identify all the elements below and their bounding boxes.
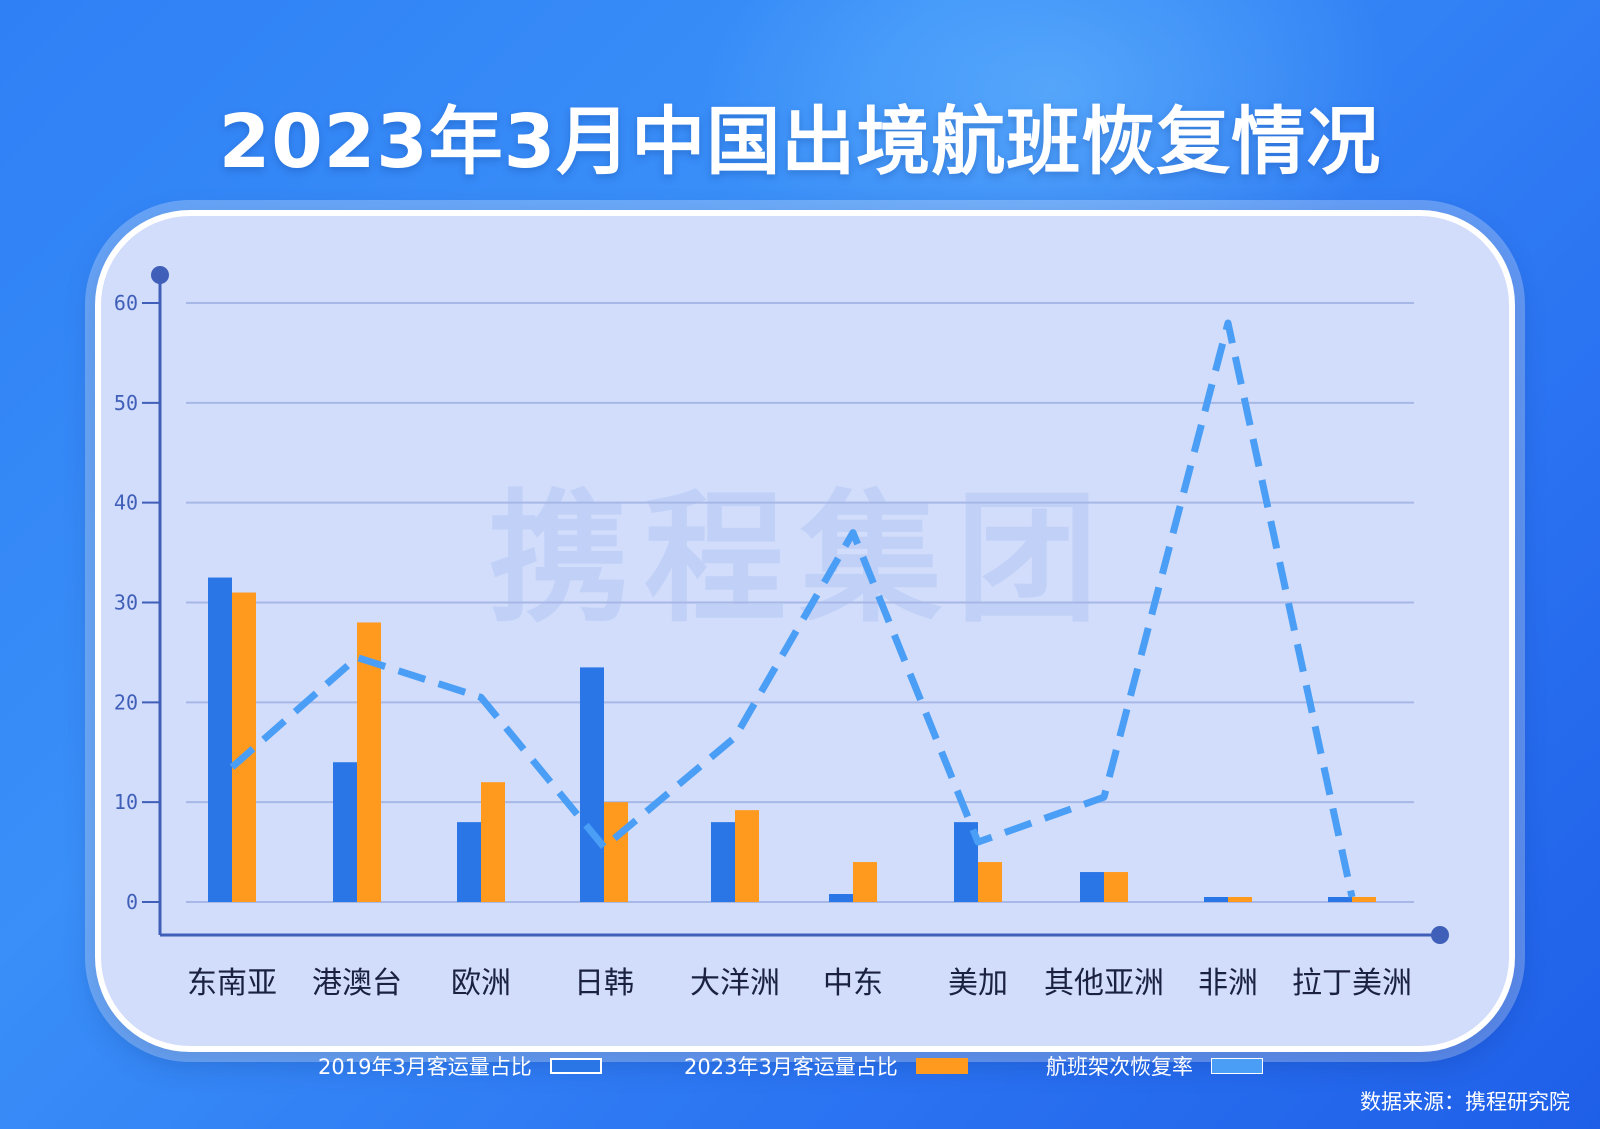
bar-2023	[853, 862, 877, 902]
y-tick-label: 10	[114, 790, 138, 814]
legend-item-2023: 2023年3月客运量占比	[684, 1052, 968, 1080]
x-category-labels: 东南亚 港澳台 欧洲 日韩 大洋洲 中东 美加 其他亚洲 非洲 拉丁美洲	[187, 966, 1412, 1001]
bar-2023	[978, 862, 1002, 902]
x-category-label: 欧洲	[451, 966, 511, 1001]
page-title: 2023年3月中国出境航班恢复情况	[218, 99, 1382, 185]
x-category-label: 日韩	[574, 966, 634, 1001]
recovery-line	[229, 319, 1356, 898]
data-source: 数据来源：携程研究院	[1360, 1090, 1570, 1114]
legend-label-2019: 2019年3月客运量占比	[318, 1055, 532, 1079]
bar-2023	[1352, 897, 1376, 902]
bar-2023	[481, 782, 505, 902]
legend-label-2023: 2023年3月客运量占比	[684, 1055, 898, 1079]
chart-card	[95, 210, 1515, 1052]
x-category-label: 美加	[948, 966, 1008, 1001]
y-tick-label: 30	[114, 591, 138, 615]
bar-2019	[333, 762, 357, 902]
y-tick-label: 60	[114, 291, 138, 315]
bar-2019	[711, 822, 735, 902]
legend-label-recovery: 航班架次恢复率	[1046, 1055, 1193, 1079]
bar-2023	[1228, 897, 1252, 902]
bar-2019	[457, 822, 481, 902]
y-tick-label: 0	[126, 890, 138, 914]
gridlines	[186, 302, 1414, 903]
bar-2019	[1204, 897, 1228, 902]
x-category-label: 东南亚	[187, 966, 277, 1001]
recovery-line-path	[229, 319, 1356, 898]
x-category-label: 大洋洲	[690, 966, 780, 1001]
x-category-label: 港澳台	[312, 966, 402, 1001]
axes	[142, 266, 1449, 944]
bar-2023	[735, 810, 759, 902]
bar-2019	[580, 667, 604, 902]
legend-item-2019: 2019年3月客运量占比	[318, 1052, 602, 1080]
legend-swatch-2023	[915, 1058, 968, 1074]
bar-2019	[829, 894, 853, 902]
y-axis-end-dot	[151, 266, 169, 284]
bar-2019	[208, 577, 232, 902]
legend-swatch-recovery	[1211, 1058, 1263, 1074]
legend-item-recovery: 航班架次恢复率	[1046, 1052, 1263, 1080]
y-tick-label: 50	[114, 391, 138, 415]
bar-2019	[1328, 897, 1352, 902]
bars	[208, 577, 1376, 902]
x-category-label: 非洲	[1198, 966, 1258, 1001]
bar-2019	[1080, 872, 1104, 902]
watermark: 携程集团	[488, 477, 1112, 642]
bar-2023	[232, 592, 256, 902]
x-category-label: 其他亚洲	[1044, 966, 1164, 1001]
x-axis-end-dot	[1431, 926, 1449, 944]
y-tick-label: 40	[114, 491, 138, 515]
bar-2023	[604, 802, 628, 902]
x-category-label: 中东	[823, 966, 883, 1001]
legend-swatch-2019	[549, 1058, 602, 1074]
bar-2023	[357, 622, 381, 902]
y-tick-label: 20	[114, 690, 138, 714]
bar-2023	[1104, 872, 1128, 902]
y-tick-labels: 0 10 20 30 40 50 60	[114, 291, 138, 914]
x-category-label: 拉丁美洲	[1292, 966, 1412, 1001]
